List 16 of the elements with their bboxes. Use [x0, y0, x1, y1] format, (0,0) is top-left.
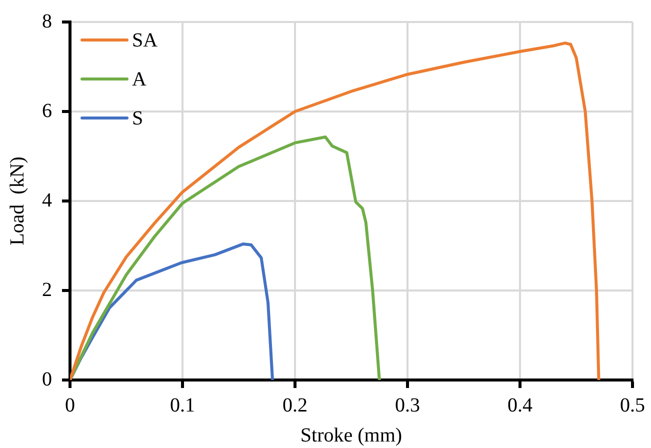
x-axis-title: Stroke (mm) — [300, 424, 402, 446]
x-tick-label: 0.1 — [170, 394, 195, 416]
y-tick-label: 2 — [42, 278, 52, 301]
y-tick-label: 0 — [42, 368, 52, 390]
x-tick-label: 0.4 — [508, 394, 532, 416]
y-tick-label: 6 — [42, 100, 52, 122]
x-tick-label: 0 — [65, 394, 75, 416]
x-tick-label: 0.5 — [620, 394, 645, 416]
x-tick-label: 0.2 — [282, 394, 308, 416]
legend-label: SA — [132, 29, 158, 52]
y-axis-title: Load (kN) — [6, 156, 28, 246]
x-tick-label: 0.3 — [395, 394, 420, 416]
y-tick-label: 8 — [42, 10, 52, 32]
legend-label: S — [132, 107, 144, 130]
y-tick-label: 4 — [42, 189, 52, 212]
legend-label: A — [132, 68, 147, 90]
